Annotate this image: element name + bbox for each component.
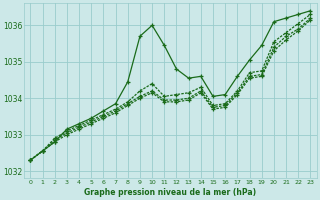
X-axis label: Graphe pression niveau de la mer (hPa): Graphe pression niveau de la mer (hPa) [84, 188, 256, 197]
